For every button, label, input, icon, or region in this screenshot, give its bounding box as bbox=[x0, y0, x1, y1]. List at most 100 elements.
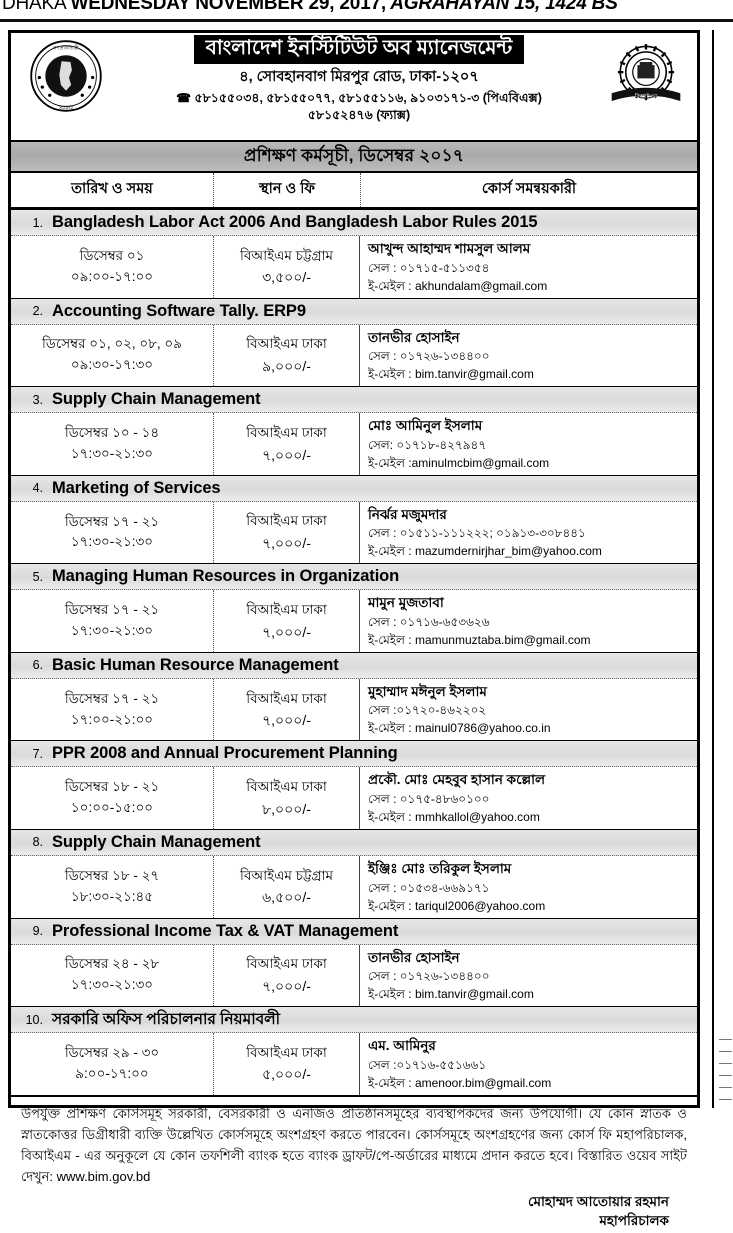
coordinator-name: আখুন্দ আহাম্মদ শামসুল আলম bbox=[368, 241, 531, 256]
footer-paragraph: উপর্যুক্ত প্রশিক্ষণ কোর্সসমূহ সরকারী, বে… bbox=[21, 1105, 687, 1184]
course-fee: ৭,০০০/- bbox=[262, 446, 311, 463]
course-details: ডিসেম্বর ১০ - ১৪ ১৭:৩০-২১:৩০ বিআইএম ঢাকা ৭,… bbox=[11, 413, 697, 475]
coordinator-email: ই-মেইল :aminulmcbim@gmail.com bbox=[368, 455, 550, 470]
signatory-name: মোহাম্মদ আতোয়ার রহমান bbox=[527, 1193, 669, 1209]
programme-title: প্রশিক্ষণ কর্মসূচী, ডিসেম্বর ২০১৭ bbox=[243, 145, 465, 165]
course-fee: ৭,০০০/- bbox=[262, 712, 311, 729]
course-name: Supply Chain Management bbox=[52, 390, 261, 409]
masthead-date-line: DHAKA WEDNESDAY NOVEMBER 29, 2017, AGRAH… bbox=[2, 0, 618, 15]
coordinator-cell-number: সেল: ০১৭১৮-৪২৭৯৪৭ bbox=[368, 437, 487, 452]
coordinator-name: তানভীর হোসাইন bbox=[368, 329, 460, 345]
course-title-bar: 7. PPR 2008 and Annual Procurement Planni… bbox=[11, 741, 697, 768]
course-coordinator-cell: তানভীর হোসাইন সেল : ০১৭২৬-১৩৪৪০০ ই-মেইল : … bbox=[359, 324, 697, 387]
course-number: 2. bbox=[32, 304, 43, 319]
course-date-time-cell: ডিসেম্বর ২৪ - ২৮ ১৭:৩০-২১:৩০ bbox=[11, 945, 213, 1007]
coordinator-name: ইঞ্জিঃ মোঃ তরিকুল ইসলাম bbox=[368, 860, 512, 876]
course-date: ডিসেম্বর ০১, ০২, ০৮, ০৯ bbox=[42, 336, 182, 352]
course-title-bar: 9. Professional Income Tax & VAT Manageme… bbox=[11, 918, 697, 945]
course-row: 4. Marketing of Services ডিসেম্বর ১৭ - ২১ ১… bbox=[11, 475, 697, 565]
coordinator-cell-number: সেল :০১৭১৬-৫৫১৬৬১ bbox=[368, 1057, 487, 1072]
masthead-bengali-date: AGRAHAYAN 15, 1424 BS bbox=[385, 0, 618, 14]
column-header-venue-fee: স্থান ও ফি bbox=[213, 173, 360, 207]
table-column-headers: তারিখ ও সময় স্থান ও ফি কোর্স সমন্বয়কার… bbox=[11, 173, 697, 210]
masthead-english-date: WEDNESDAY NOVEMBER 29, 2017, bbox=[70, 0, 387, 14]
coordinator-email: ই-মেইল : bim.tanvir@gmail.com bbox=[368, 987, 534, 1002]
organization-phone: ৫৮১৫৫০৩৪, ৫৮১৫৫০৭৭, ৫৮১৫৫১১৬, ৯১০৩১৭১-৩ … bbox=[194, 90, 542, 105]
course-venue-fee-cell: বিআইএম ঢাকা ৭,০০০/- bbox=[213, 678, 359, 741]
course-date-time-cell: ডিসেম্বর ২৯ - ৩০ ৯:০০-১৭:০০ bbox=[11, 1033, 213, 1095]
course-venue: বিআইএম ঢাকা bbox=[246, 602, 327, 618]
course-row: 9. Professional Income Tax & VAT Manageme… bbox=[11, 918, 697, 1008]
coordinator-cell-number: সেল : ০১৫৩৪-৬৬৯১৭১ bbox=[368, 880, 490, 895]
course-number: 10. bbox=[25, 1012, 43, 1027]
signatory-title: মহাপরিচালক bbox=[599, 1212, 669, 1228]
course-venue: বিআইএম ঢাকা bbox=[246, 956, 327, 972]
course-name: Supply Chain Management bbox=[52, 832, 261, 851]
course-venue-fee-cell: বিআইএম ঢাকা ৭,০০০/- bbox=[213, 944, 359, 1007]
course-title-bar: 6. Basic Human Resource Management bbox=[11, 652, 697, 679]
signature-block: মোহাম্মদ আতোয়ার রহমান মহাপরিচালক bbox=[21, 1193, 687, 1231]
course-row: 3. Supply Chain Management ডিসেম্বর ১০ - ১… bbox=[11, 387, 697, 476]
letterhead-center: বাংলাদেশ ইনস্টিটিউট অব ম্যানেজমেন্ট ৪, স… bbox=[131, 35, 587, 124]
course-number: 1. bbox=[32, 215, 43, 230]
column-header-date-time: তারিখ ও সময় bbox=[71, 181, 153, 197]
course-venue-fee-cell: বিআইএম ঢাকা ৭,০০০/- bbox=[213, 501, 359, 564]
course-row: 2. Accounting Software Tally. ERP9 ডিসেম্ব… bbox=[11, 298, 697, 388]
coordinator-name: মামুন মুজতাবা bbox=[368, 595, 444, 611]
telephone-icon: ☎ bbox=[176, 90, 192, 105]
coordinator-name: মোঃ আমিনুল ইসলাম bbox=[368, 418, 483, 434]
coordinator-email: ই-মেইল : akhundalam@gmail.com bbox=[368, 278, 548, 293]
course-date: ডিসেম্বর ০১ bbox=[79, 247, 145, 263]
course-row: 6. Basic Human Resource Management ডিসেম্ব… bbox=[11, 652, 697, 742]
course-name: Managing Human Resources in Organization bbox=[52, 567, 400, 586]
course-time: ১৮:৩০-২১:৪৫ bbox=[70, 888, 154, 904]
course-venue: বিআইএম চট্টগ্রাম bbox=[240, 247, 333, 263]
course-details: ডিসেম্বর ০১, ০২, ০৮, ০৯ ০৯:৩০-১৭:৩০ বিআইএম… bbox=[11, 324, 697, 387]
course-date: ডিসেম্বর ২৪ - ২৮ bbox=[64, 956, 160, 972]
course-list: 1. Bangladesh Labor Act 2006 And Banglade… bbox=[11, 210, 697, 1097]
course-date-time-cell: ডিসেম্বর ১৭ - ২১ ১৭:৩০-২১:৩০ bbox=[11, 502, 213, 564]
adjacent-column-strip bbox=[712, 30, 733, 1108]
course-coordinator-cell: মামুন মুজতাবা সেল : ০১৭১৬-৬৫৩৬২৬ ই-মেইল : … bbox=[359, 590, 697, 652]
course-venue: বিআইএম ঢাকা bbox=[246, 513, 327, 529]
course-details: ডিসেম্বর ১৭ - ২১ ১৭:৩০-২১:৩০ বিআইএম ঢাকা ৭,… bbox=[11, 590, 697, 652]
course-details: ডিসেম্বর ২৯ - ৩০ ৯:০০-১৭:০০ বিআইএম ঢাকা ৫,০… bbox=[11, 1033, 697, 1095]
coordinator-email: ই-মেইল : bim.tanvir@gmail.com bbox=[368, 367, 534, 382]
course-name: Accounting Software Tally. ERP9 bbox=[52, 301, 306, 320]
course-fee: ৩,৫০০/- bbox=[262, 269, 311, 286]
course-time: ১৭:৩০-২১:৩০ bbox=[70, 623, 154, 639]
bangladesh-government-seal-icon: গণপ্রজাতন্ত্রী সরকার bbox=[30, 40, 102, 112]
course-coordinator-cell: মোঃ আমিনুল ইসলাম সেল: ০১৭১৮-৪২৭৯৪৭ ই-মেইল … bbox=[359, 413, 697, 475]
organization-phone-line: ☎ ৫৮১৫৫০৩৪, ৫৮১৫৫০৭৭, ৫৮১৫৫১১৬, ৯১০৩১৭১-… bbox=[131, 90, 587, 107]
coordinator-email: ই-মেইল : mamunmuztaba.bim@gmail.com bbox=[368, 632, 591, 647]
course-fee: ৫,০০০/- bbox=[262, 1066, 311, 1083]
coordinator-name: এম. আমিনুর bbox=[368, 1038, 436, 1054]
course-date: ডিসেম্বর ১৭ - ২১ bbox=[64, 602, 160, 618]
course-date: ডিসেম্বর ১৭ - ২১ bbox=[64, 513, 160, 529]
svg-text:বিআইএম: বিআইএম bbox=[634, 94, 658, 101]
course-time: ৯:০০-১৭:০০ bbox=[75, 1065, 149, 1081]
course-date-time-cell: ডিসেম্বর ০১ ০৯:০০-১৭:০০ bbox=[11, 236, 213, 298]
course-title-bar: 3. Supply Chain Management bbox=[11, 387, 697, 414]
course-name: PPR 2008 and Annual Procurement Planning bbox=[52, 744, 398, 763]
course-venue-fee-cell: বিআইএম চট্টগ্রাম ৩,৫০০/- bbox=[213, 236, 359, 298]
course-details: ডিসেম্বর ২৪ - ২৮ ১৭:৩০-২১:৩০ বিআইএম ঢাকা ৭,… bbox=[11, 944, 697, 1007]
footer-note: উপর্যুক্ত প্রশিক্ষণ কোর্সসমূহ সরকারী, বে… bbox=[11, 1097, 697, 1233]
organization-fax: ৫৮১৫২৪৭৬ (ফ্যাক্স) bbox=[307, 107, 411, 122]
coordinator-email: ই-মেইল : amenoor.bim@gmail.com bbox=[368, 1075, 552, 1090]
course-title-bar: 5. Managing Human Resources in Organizati… bbox=[11, 564, 697, 591]
course-venue: বিআইএম ঢাকা bbox=[246, 424, 327, 440]
course-date: ডিসেম্বর ১৮ - ২১ bbox=[64, 779, 160, 795]
course-date-time-cell: ডিসেম্বর ০১, ০২, ০৮, ০৯ ০৯:৩০-১৭:৩০ bbox=[11, 325, 213, 387]
course-date-time-cell: ডিসেম্বর ১৭ - ২১ ১৭:০০-২১:০০ bbox=[11, 679, 213, 741]
course-venue-fee-cell: বিআইএম ঢাকা ৭,০০০/- bbox=[213, 590, 359, 652]
course-title-bar: 1. Bangladesh Labor Act 2006 And Banglade… bbox=[11, 210, 697, 236]
course-title-bar: 10. সরকারি অফিস পরিচালনার নিয়মাবলী bbox=[11, 1007, 697, 1034]
course-venue: বিআইএম চট্টগ্রাম bbox=[240, 867, 333, 883]
course-date-time-cell: ডিসেম্বর ১০ - ১৪ ১৭:৩০-২১:৩০ bbox=[11, 413, 213, 475]
coordinator-name: নির্ঝর মজুমদার bbox=[368, 506, 447, 522]
column-header-coordinator: কোর্স সমন্বয়কারী bbox=[360, 173, 697, 207]
course-row: 10. সরকারি অফিস পরিচালনার নিয়মাবলী ডিসেম্… bbox=[11, 1007, 697, 1097]
svg-text:সরকার: সরকার bbox=[58, 105, 73, 111]
coordinator-email: ই-মেইল : mainul0786@yahoo.co.in bbox=[368, 721, 551, 736]
